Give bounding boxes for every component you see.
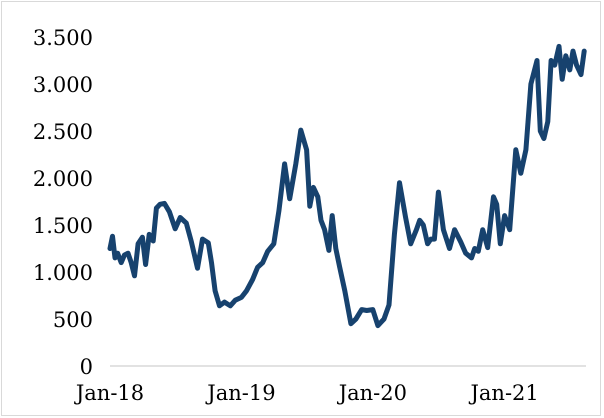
y-axis-tick-labels: 0 500 1.000 1.500 2.000 2.500 3.000 3.500 <box>33 26 93 379</box>
x-axis-tick-labels: Jan-18 Jan-19 Jan-20 Jan-21 <box>74 381 539 405</box>
y-tick-label: 2.000 <box>33 167 93 191</box>
x-tick-label: Jan-19 <box>205 381 275 405</box>
x-tick-label: Jan-21 <box>468 381 538 405</box>
y-tick-label: 3.000 <box>33 73 93 97</box>
series-line <box>107 43 587 329</box>
y-tick-label: 2.500 <box>33 120 93 144</box>
y-tick-label: 500 <box>53 308 93 332</box>
y-tick-label: 0 <box>80 355 93 379</box>
x-tick-label: Jan-18 <box>74 381 144 405</box>
y-tick-label: 3.500 <box>33 26 93 50</box>
y-tick-label: 1.000 <box>33 261 93 285</box>
x-tick-label: Jan-20 <box>337 381 407 405</box>
y-tick-label: 1.500 <box>33 214 93 238</box>
